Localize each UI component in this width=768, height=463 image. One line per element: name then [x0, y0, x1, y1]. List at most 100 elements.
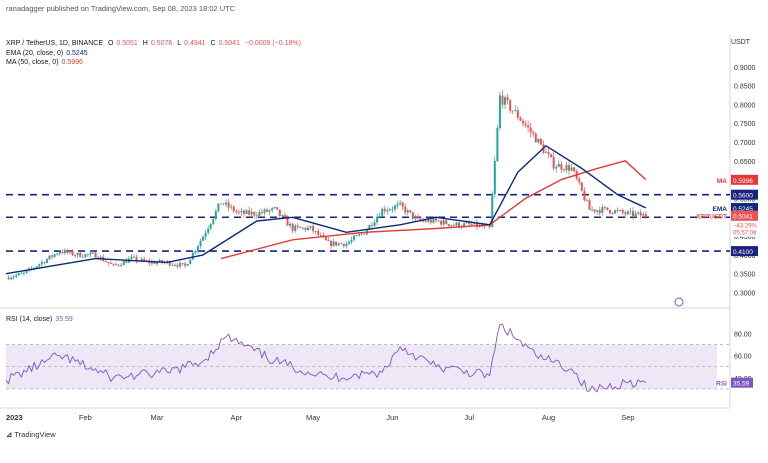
candle-body [76, 252, 79, 256]
candle-body [406, 210, 409, 213]
candle-body [255, 215, 258, 217]
candle-body [463, 223, 466, 227]
price-tag-value: 0.5245 [733, 206, 753, 213]
candle-body [278, 209, 281, 216]
candle-body [598, 210, 601, 214]
candle-body [61, 252, 64, 254]
candle-body [532, 132, 535, 134]
candle-body [250, 211, 253, 215]
candle-body [634, 213, 637, 217]
candle-body [509, 100, 512, 111]
candle-body [296, 225, 299, 227]
candle-body [276, 207, 279, 210]
candle-body [606, 207, 609, 210]
candle-body [66, 250, 69, 253]
candle-body [230, 206, 233, 208]
candle-body [56, 253, 59, 255]
candle-body [578, 178, 581, 183]
candle-body [266, 209, 269, 212]
candle-body [327, 240, 330, 242]
ema-legend: EMA (20, close, 0) 0.5245 [6, 49, 91, 58]
candle-body [184, 263, 187, 266]
candle-body [447, 224, 450, 226]
candle-body [491, 194, 494, 228]
candle-body [74, 255, 77, 256]
candle-body [112, 263, 115, 265]
price-tick-label: 0.7000 [734, 140, 756, 147]
candle-body [383, 208, 386, 212]
candle-body [475, 222, 478, 228]
candle-body [155, 262, 158, 264]
candle-body [437, 220, 440, 222]
candle-body [283, 215, 286, 218]
candle-body [514, 110, 517, 112]
candle-body [335, 241, 338, 246]
candle-body [324, 236, 327, 241]
candle-body [38, 264, 41, 267]
high-value: 0.5076 [150, 40, 173, 47]
candle-body [585, 200, 588, 202]
candle-body [304, 227, 307, 231]
open-label: O [107, 40, 114, 47]
candle-body [445, 220, 448, 225]
candle-body [345, 243, 348, 247]
candle-body [176, 265, 179, 267]
candle-body [434, 218, 437, 221]
candle-body [330, 241, 333, 246]
level-tag: 0.4100 [731, 246, 758, 257]
candle-body [501, 95, 504, 105]
candle-body [626, 211, 629, 215]
candle-body [529, 127, 532, 133]
candle-body [153, 261, 156, 264]
candle-body [317, 230, 320, 235]
currency-label: USDT [730, 39, 750, 46]
candle-body [104, 261, 107, 262]
candle-body [516, 110, 519, 118]
candle-body [534, 133, 537, 143]
candle-body [360, 233, 363, 235]
candle-body [25, 270, 28, 273]
candle-body [12, 276, 15, 278]
candle-body [260, 212, 263, 213]
candle-body [506, 97, 509, 101]
candle-body [386, 210, 389, 212]
time-tick-label: 2023 [6, 413, 23, 422]
candle-body [196, 246, 199, 251]
candle-body [624, 212, 627, 215]
candle-body [17, 273, 20, 276]
ma-legend: MA (50, close, 0) 0.5996 [6, 58, 86, 67]
candle-body [424, 220, 427, 222]
rsi-legend-value: 35.59 [55, 316, 73, 323]
candle-body [601, 207, 604, 214]
open-value: 0.5051 [116, 40, 138, 47]
candle-body [527, 125, 530, 128]
candle-body [414, 216, 417, 219]
candle-body [20, 273, 23, 275]
price-tag-ma: MA 0.5996 [717, 174, 758, 185]
candle-body [347, 241, 350, 244]
candle-body [488, 225, 491, 228]
candle-body [427, 219, 430, 222]
candle-body [391, 209, 394, 211]
candle-body [429, 219, 432, 223]
level-tag: 0.5600 [731, 189, 758, 200]
candle-body [455, 222, 458, 226]
candle-body [306, 227, 309, 231]
candle-body [245, 210, 248, 214]
candle-body [281, 215, 284, 216]
rsi-tag-value: 35.59 [733, 381, 750, 388]
candle-body [417, 216, 420, 219]
candle-body [235, 211, 238, 213]
candle-body [394, 205, 397, 210]
candle-body [122, 260, 125, 266]
candle-body [286, 217, 289, 226]
candle-body [45, 259, 48, 264]
candle-body [562, 169, 565, 171]
candle-body [202, 236, 205, 241]
candle-body [452, 225, 455, 226]
price-tag-xrpusdt: XRPUSDT 0.5041 −43.29%05:57:08 [696, 210, 758, 237]
candle-body [214, 210, 217, 219]
candle-body [130, 256, 133, 259]
candle-body [222, 203, 225, 205]
